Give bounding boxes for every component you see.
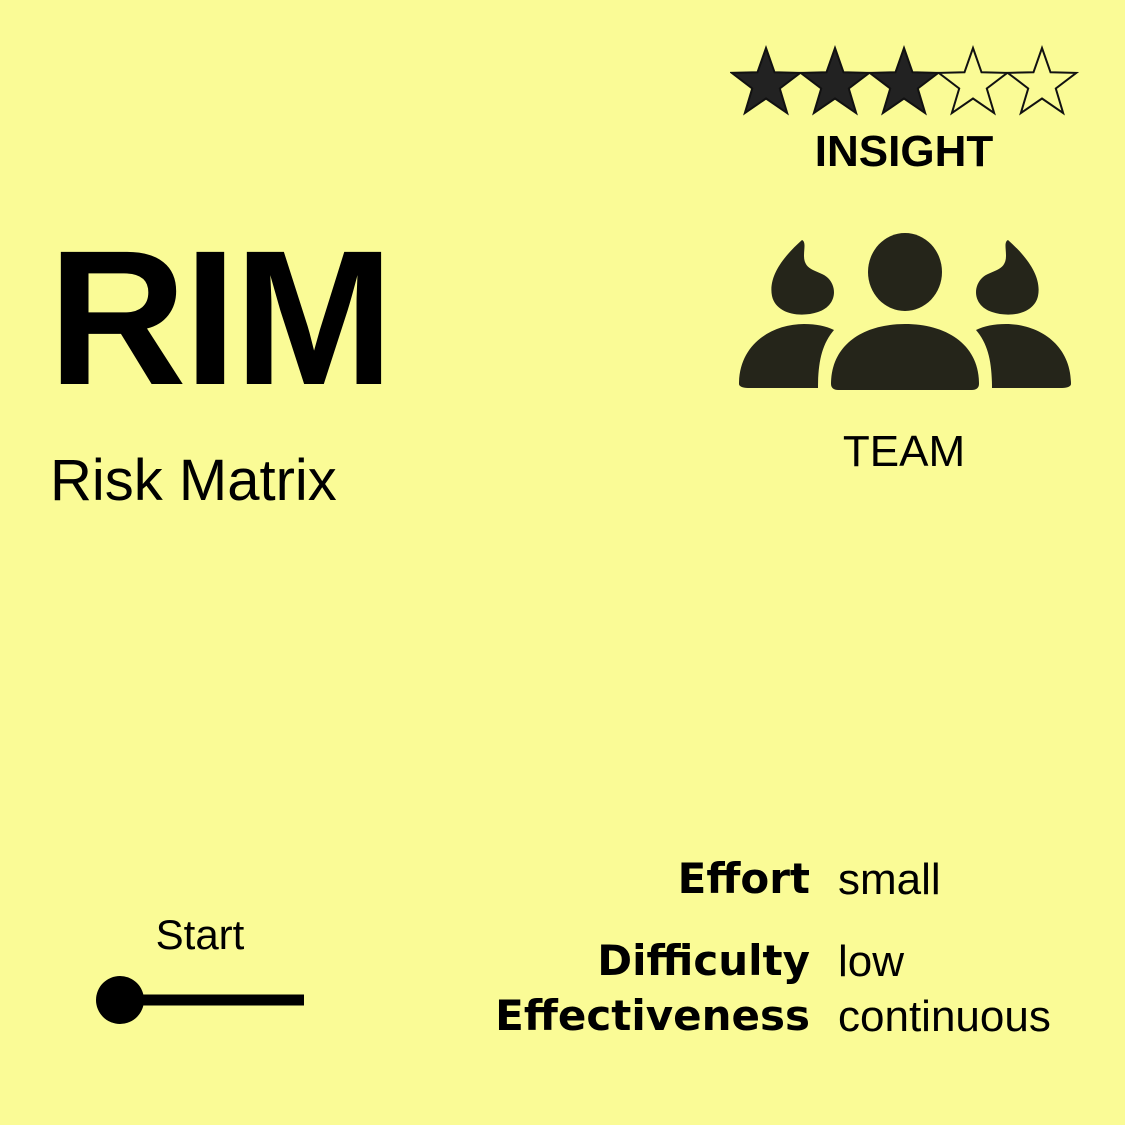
stage-track	[90, 970, 320, 1030]
metric-value: small	[838, 855, 941, 904]
star-rating	[730, 40, 1080, 130]
metric-value: low	[838, 937, 905, 986]
stage-marker	[96, 976, 144, 1024]
method-name: Risk Matrix	[50, 448, 337, 513]
star-empty-icon	[1004, 44, 1080, 116]
method-acronym: RIM	[48, 210, 394, 425]
metric-row-effort: Effort small	[380, 854, 1100, 938]
metric-label: Effort	[677, 854, 810, 903]
stage-indicator: Start	[90, 912, 320, 1032]
star-filled-icon	[866, 44, 942, 116]
metric-row-effectiveness: Effectiveness continuous	[380, 991, 1100, 1075]
metric-value: continuous	[838, 992, 1051, 1041]
star-filled-icon	[797, 44, 873, 116]
star-filled-icon	[730, 44, 804, 116]
metric-label: Difficulty	[597, 936, 810, 985]
team-icon	[734, 232, 1076, 396]
category-label: INSIGHT	[814, 127, 994, 176]
stage-label: Start	[155, 911, 245, 958]
metric-label: Effectiveness	[495, 991, 810, 1040]
star-rating-graphic	[730, 44, 1080, 116]
star-empty-icon	[935, 44, 1011, 116]
audience-label: TEAM	[842, 427, 966, 476]
metrics-list: Effort small Difficulty low Effectivenes…	[380, 854, 1100, 1075]
metric-row-difficulty: Difficulty low	[380, 936, 1100, 993]
